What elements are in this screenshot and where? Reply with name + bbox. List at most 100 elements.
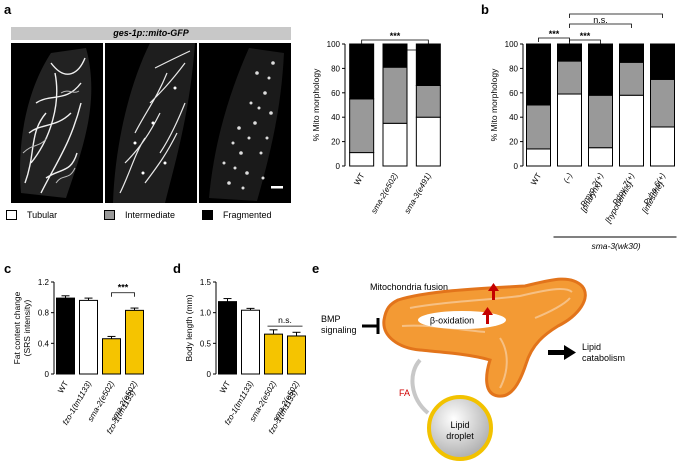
chart-d-bar [241, 309, 260, 375]
up-arrow-icon [482, 307, 493, 324]
chart-a: 0 20 40 60 80 100 % Mito morphology WT sma-2(e50… [311, 31, 441, 215]
lipid-droplet [427, 395, 493, 461]
panel-a-letter: a [4, 2, 12, 17]
chart-a-y-tick-label: 60 [331, 89, 340, 98]
micrograph-sma2 [105, 43, 197, 203]
micrograph-wt [11, 43, 103, 203]
beta-oxidation-label: β-oxidation [430, 316, 474, 326]
right-arrow-icon [548, 345, 576, 360]
bmp-label-line1: BMP [321, 314, 341, 324]
chart-d-bar [264, 333, 283, 375]
chart-b-sig-bracket [569, 13, 663, 18]
chart-a-bar-tubular [349, 152, 375, 167]
chart-a-bar-tubular [382, 122, 408, 167]
micrograph-wt-image [20, 48, 92, 198]
chart-b-sig-label: *** [549, 29, 560, 39]
chart-b-bar-intermediate [526, 104, 551, 150]
chart-a-x-tick-label: WT [352, 171, 366, 186]
chart-b-y-label: % Mito morphology [489, 68, 499, 142]
legend-intermediate-swatch [104, 210, 115, 220]
lipid-droplet-line1: Lipid [450, 420, 469, 430]
scale-bar [271, 186, 283, 189]
chart-b-y-tick-label: 80 [509, 64, 518, 73]
chart-a-y-tick-label: 40 [331, 113, 340, 122]
chart-b-bar-fragmented [557, 43, 582, 62]
chart-b-y-tick-label: 100 [505, 40, 519, 49]
legend-fragmented-label: Fragmented [223, 210, 272, 220]
chart-d-x-tick-label: WT [218, 379, 232, 394]
chart-b-bar-tubular [526, 148, 551, 167]
chart-a-bar-fragmented [349, 43, 375, 100]
chart-d-x-tick-label: fzo-1(tm1133) [267, 388, 300, 435]
chart-a-sig-bracket [361, 39, 429, 44]
panel-a-banner: ges-1p::mito-GFP [11, 27, 291, 40]
chart-b-bar-intermediate [557, 60, 582, 95]
chart-c-sig-label: *** [118, 283, 129, 293]
micrograph-sma3-image [209, 48, 284, 201]
chart-b-x-tick-label: WT [529, 171, 543, 186]
chart-d-y-tick-label: 1.5 [200, 278, 212, 287]
chart-a-bar-tubular [415, 116, 441, 167]
chart-b-bar-tubular [619, 94, 644, 167]
chart-a-bar-intermediate [415, 84, 441, 118]
chart-c-x-tick-label: WT [56, 379, 70, 394]
mitochondrion-shape [382, 277, 587, 398]
chart-c-y-label: (SRS intensity) [22, 299, 32, 356]
panel-b-letter: b [481, 2, 489, 17]
chart-d-y-label: Body length (mm) [184, 294, 194, 361]
legend-intermediate: Intermediate [104, 210, 175, 220]
chart-d-sig-label: n.s. [278, 315, 292, 325]
fusion-up-arrow-icon [488, 283, 499, 300]
legend-fragmented: Fragmented [202, 210, 272, 220]
micrograph-sma3 [199, 43, 291, 203]
chart-a-bar-intermediate [382, 66, 408, 124]
chart-c-y-tick-label: 0.4 [38, 339, 50, 348]
chart-c-y-tick-label: 1.2 [38, 278, 50, 287]
mito-fusion-label: Mitochondria fusion [370, 282, 448, 292]
chart-c-y-tick-label: 0.8 [38, 309, 50, 318]
chart-d: 0 0.5 1.0 1.5 Body length (mm) WT fzo-1(tm1133… [184, 278, 306, 436]
chart-a-y-tick-label: 100 [327, 40, 341, 49]
chart-a-sig-label: *** [390, 31, 401, 41]
chart-b-bar-tubular [557, 93, 582, 167]
chart-b-bar-tubular [588, 147, 613, 167]
chart-b-x-tick-label: (–) [562, 171, 575, 184]
chart-a-y-tick-label: 0 [336, 162, 341, 171]
chart-a-y-tick-label: 80 [331, 64, 340, 73]
chart-c-y-tick-label: 0 [45, 370, 50, 379]
panel-c-letter: c [4, 261, 12, 276]
chart-c-bar [56, 297, 75, 375]
chart-b-y-tick-label: 20 [509, 138, 518, 147]
chart-a-x-tick-label: sma-2(e502) [369, 171, 400, 215]
chart-b-bar-intermediate [619, 61, 644, 96]
fa-label: FA [399, 388, 410, 398]
chart-b-bar-intermediate [588, 94, 613, 149]
legend-intermediate-label: Intermediate [125, 210, 176, 220]
chart-b-bar-fragmented [650, 43, 675, 80]
legend-tubular-swatch [6, 210, 17, 220]
fa-arrow [410, 358, 430, 415]
micrograph-sma2-image [113, 43, 195, 203]
chart-c-sig-bracket [111, 292, 135, 297]
chart-b-y-tick-label: 60 [509, 89, 518, 98]
legend-tubular-label: Tubular [27, 210, 58, 220]
legend-tubular: Tubular [6, 210, 57, 220]
chart-b-bar-fragmented [619, 43, 644, 63]
chart-c-x-tick-label: fzo-1(tm1133) [105, 388, 138, 435]
panel-e-letter: e [312, 261, 320, 276]
inhibition-icon [362, 318, 380, 334]
chart-c: 0 0.4 0.8 1.2 Fat content change (SRS intensi… [12, 278, 144, 436]
chart-a-y-label: % Mito morphology [311, 68, 321, 142]
chart-c-y-label: Fat content change [12, 291, 22, 364]
chart-a-bar-intermediate [349, 98, 375, 154]
legend-fragmented-swatch [202, 210, 213, 220]
chart-d-y-tick-label: 0.5 [200, 339, 212, 348]
chart-b-sig-label: *** [580, 31, 591, 41]
chart-b-sig-bracket [569, 23, 632, 28]
lipid-catabolism-line1: Lipid [582, 342, 601, 352]
chart-b-y-tick-label: 40 [509, 113, 518, 122]
lipid-droplet-line2: droplet [446, 431, 474, 441]
lipid-catabolism-line2: catabolism [582, 353, 625, 363]
chart-c-bar [102, 338, 121, 375]
